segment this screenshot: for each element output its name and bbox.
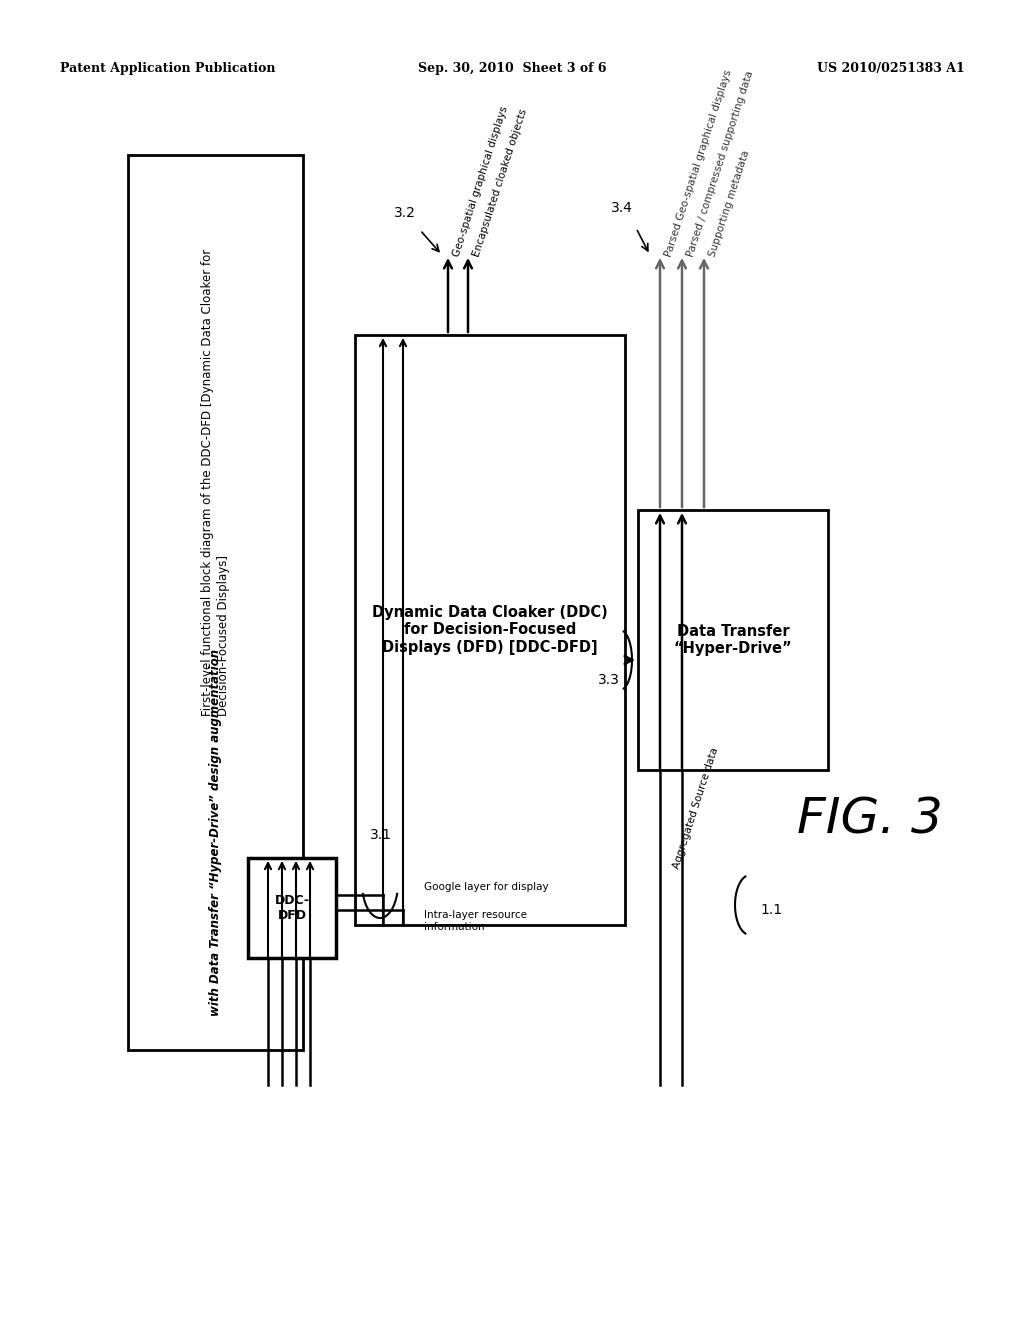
Text: FIG. 3: FIG. 3 <box>797 796 943 843</box>
Bar <box>248 858 336 958</box>
Bar <box>128 154 303 1049</box>
Text: Supporting metadata: Supporting metadata <box>707 149 751 257</box>
Bar <box>355 335 625 925</box>
Text: 3.2: 3.2 <box>394 206 416 220</box>
Text: Sep. 30, 2010  Sheet 3 of 6: Sep. 30, 2010 Sheet 3 of 6 <box>418 62 606 75</box>
Text: 1.1: 1.1 <box>760 903 782 917</box>
Text: Data Transfer
“Hyper-Drive”: Data Transfer “Hyper-Drive” <box>674 624 793 656</box>
Text: with Data Transfer “Hyper-Drive” design augmentation: with Data Transfer “Hyper-Drive” design … <box>209 649 222 1016</box>
Text: Aggregated Source data: Aggregated Source data <box>671 746 720 870</box>
Text: DDC-
DFD: DDC- DFD <box>274 894 309 921</box>
Text: Intra-layer resource
information: Intra-layer resource information <box>424 909 527 932</box>
Text: Parsed Geo-spatial graphical displays: Parsed Geo-spatial graphical displays <box>663 69 733 257</box>
Text: Geo-spatial graphical displays: Geo-spatial graphical displays <box>451 104 509 257</box>
Text: 3.4: 3.4 <box>611 201 633 215</box>
Text: First-level functional block diagram of the DDC-DFD [Dynamic Data Cloaker for
De: First-level functional block diagram of … <box>202 249 229 717</box>
Text: Dynamic Data Cloaker (DDC)
for Decision-Focused
Displays (DFD) [DDC-DFD]: Dynamic Data Cloaker (DDC) for Decision-… <box>372 605 608 655</box>
Text: Google layer for display: Google layer for display <box>424 882 549 892</box>
Text: 3.3: 3.3 <box>598 673 620 686</box>
Text: Patent Application Publication: Patent Application Publication <box>60 62 275 75</box>
Bar <box>638 510 828 770</box>
Text: 3.1: 3.1 <box>370 828 392 842</box>
Text: Parsed / compressed supporting data: Parsed / compressed supporting data <box>685 70 755 257</box>
Text: US 2010/0251383 A1: US 2010/0251383 A1 <box>817 62 965 75</box>
Text: Encapsulated cloaked objects: Encapsulated cloaked objects <box>471 107 528 257</box>
